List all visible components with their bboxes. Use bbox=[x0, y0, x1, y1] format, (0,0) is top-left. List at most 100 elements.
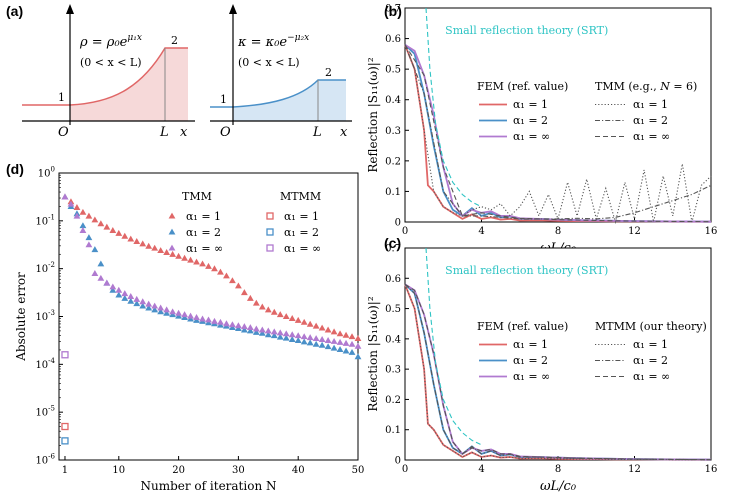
legend-label-fem: α₁ = 2 bbox=[513, 114, 548, 127]
data-point-tmm bbox=[324, 337, 332, 343]
data-point-tmm bbox=[300, 333, 308, 340]
legend-header-fem: FEM (ref. value) bbox=[477, 80, 568, 93]
data-point-tmm bbox=[193, 258, 200, 265]
legend-marker-tmm bbox=[168, 212, 176, 219]
data-point-tmm bbox=[264, 331, 272, 338]
data-point-tmm bbox=[103, 279, 111, 286]
y-tick-label: 0 bbox=[395, 218, 401, 229]
data-point-tmm bbox=[151, 244, 159, 251]
kappa-y-arrow bbox=[229, 4, 237, 14]
y-tick-label: 0.4 bbox=[385, 95, 401, 106]
legend-label-mtmm: α₁ = 2 bbox=[284, 226, 319, 239]
series-tmm-line bbox=[404, 44, 712, 223]
data-point-tmm bbox=[163, 309, 171, 316]
y-tick-label: 10-2 bbox=[35, 261, 55, 275]
data-point-tmm bbox=[252, 325, 260, 332]
data-point-tmm bbox=[127, 297, 135, 304]
kappa-x: x bbox=[340, 125, 348, 140]
data-point-tmm bbox=[133, 238, 141, 244]
data-point-tmm bbox=[181, 311, 188, 318]
y-tick-label: 10-1 bbox=[35, 213, 55, 227]
x-tick-label: 8 bbox=[555, 226, 561, 237]
data-point-tmm bbox=[288, 336, 296, 343]
data-point-tmm bbox=[258, 326, 266, 333]
legend-header-second: MTMM (our theory) bbox=[595, 320, 707, 333]
y-tick-label: 0.7 bbox=[385, 244, 401, 255]
data-point-tmm bbox=[240, 326, 248, 333]
data-point-tmm bbox=[109, 227, 117, 233]
kappa-domain: (0 < x < L) bbox=[238, 56, 300, 69]
data-point-tmm bbox=[73, 204, 81, 210]
x-tick-label: 16 bbox=[705, 226, 718, 237]
data-point-tmm bbox=[115, 229, 123, 236]
data-point-tmm bbox=[79, 227, 87, 233]
series-mtmm-line bbox=[404, 283, 712, 461]
legend-label-mtmm: α₁ = ∞ bbox=[284, 242, 321, 255]
kappa-curve bbox=[210, 79, 346, 108]
y-tick-label: 0.1 bbox=[385, 425, 401, 436]
legend-label-mtmm: α₁ = 1 bbox=[284, 210, 319, 223]
series-tmm-line bbox=[404, 44, 712, 220]
data-point-tmm bbox=[276, 311, 284, 318]
data-point-tmm bbox=[121, 232, 129, 239]
data-point-tmm bbox=[187, 256, 194, 263]
data-point-tmm bbox=[235, 322, 242, 329]
panel-label-b: (b) bbox=[384, 3, 402, 19]
data-point-tmm bbox=[246, 327, 254, 334]
rho-formula: ρ = ρ₀eμ₁x bbox=[79, 33, 142, 50]
data-point-tmm bbox=[348, 348, 356, 355]
data-point-tmm bbox=[348, 333, 356, 340]
data-point-tmm bbox=[258, 329, 266, 336]
data-point-tmm bbox=[264, 327, 272, 334]
schematic-kappa: κ = κ₀e−μ₂x (0 < x < L) 1 2 O L x bbox=[210, 4, 352, 140]
data-point-tmm bbox=[79, 208, 87, 215]
data-point-tmm bbox=[246, 324, 254, 331]
data-point-tmm bbox=[97, 274, 105, 281]
data-point-tmm bbox=[85, 234, 93, 241]
x-tick-label: 8 bbox=[555, 464, 561, 475]
data-point-tmm bbox=[330, 328, 338, 335]
data-point-tmm bbox=[127, 293, 135, 299]
data-point-tmm bbox=[73, 212, 81, 219]
data-point-tmm bbox=[258, 303, 266, 310]
data-point-tmm bbox=[306, 320, 314, 327]
data-point-tmm bbox=[181, 254, 188, 261]
x-axis-label: Number of iteration N bbox=[140, 479, 276, 493]
x-tick-label: 4 bbox=[478, 464, 484, 475]
x-tick-label: 0 bbox=[402, 226, 408, 237]
panel-label-c: (c) bbox=[384, 235, 401, 251]
data-point-tmm bbox=[348, 340, 356, 347]
data-point-tmm bbox=[145, 242, 153, 249]
data-point-tmm bbox=[103, 223, 111, 230]
data-point-tmm bbox=[139, 298, 147, 305]
data-point-tmm bbox=[205, 262, 212, 269]
kappa-start-label: 1 bbox=[220, 93, 227, 106]
data-point-tmm bbox=[223, 272, 230, 279]
data-point-tmm bbox=[229, 321, 236, 328]
data-point-tmm bbox=[240, 323, 248, 330]
data-point-tmm bbox=[133, 300, 141, 307]
series-mtmm-line bbox=[404, 283, 712, 461]
chart-b-reflection-tmm: 048121600.10.20.30.40.50.60.7ωL/c₀Reflec… bbox=[366, 4, 717, 257]
data-point-tmm bbox=[300, 338, 308, 345]
x-tick-label: 30 bbox=[232, 465, 245, 476]
data-point-tmm bbox=[133, 295, 141, 302]
data-point-tmm bbox=[145, 304, 153, 311]
y-tick-label: 0.6 bbox=[385, 34, 401, 45]
data-point-tmm bbox=[85, 241, 93, 248]
data-point-tmm bbox=[109, 286, 117, 293]
data-point-tmm bbox=[282, 330, 290, 337]
data-point-tmm bbox=[229, 277, 236, 284]
y-tick-label: 10-3 bbox=[35, 309, 55, 323]
data-point-tmm bbox=[79, 222, 87, 229]
legend-label-tmm: α₁ = 2 bbox=[186, 226, 221, 239]
data-point-tmm bbox=[282, 313, 290, 320]
data-point-tmm bbox=[121, 290, 129, 297]
legend-label-fem: α₁ = ∞ bbox=[513, 370, 550, 383]
data-point-tmm bbox=[115, 291, 123, 298]
data-point-tmm bbox=[306, 334, 314, 341]
y-tick-label: 0.3 bbox=[385, 365, 401, 376]
legend-label-model: α₁ = 1 bbox=[633, 338, 668, 351]
data-point-tmm bbox=[270, 328, 278, 335]
data-point-tmm bbox=[91, 246, 99, 253]
